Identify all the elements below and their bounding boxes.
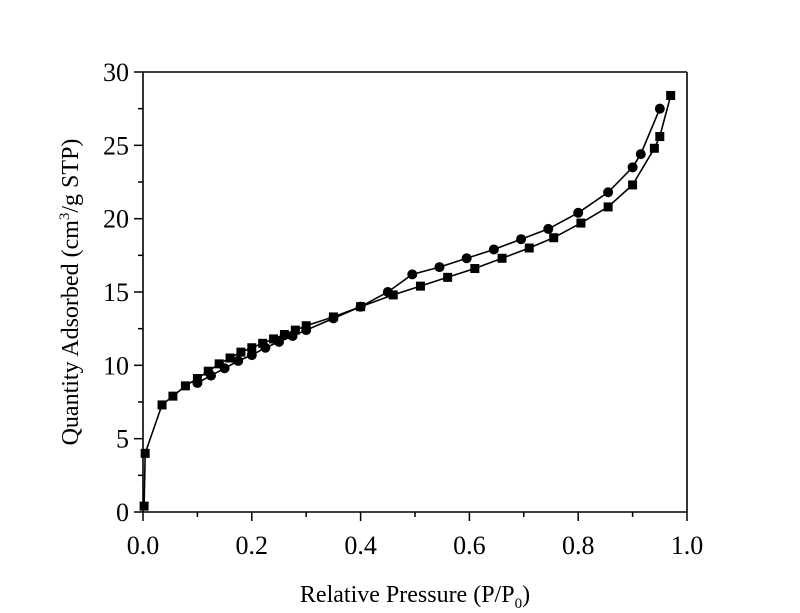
data-point-circle bbox=[573, 207, 584, 218]
data-point-circle bbox=[192, 377, 203, 388]
data-point-circle bbox=[274, 336, 284, 347]
data-point-square bbox=[576, 218, 586, 228]
y-tick-label: 30 bbox=[103, 58, 129, 87]
data-point-square bbox=[290, 325, 300, 335]
axis-ticks bbox=[134, 71, 688, 521]
data-point-circle bbox=[233, 355, 244, 366]
data-point-square bbox=[628, 180, 638, 190]
data-point-circle bbox=[627, 162, 638, 173]
x-tick-label: 0.0 bbox=[127, 531, 160, 560]
data-point-square bbox=[225, 353, 235, 363]
axis-tick-labels: 0.0 0.2 0.4 0.6 0.8 1.0 0 5 10 15 20 25 30 bbox=[103, 58, 703, 560]
series-square-markers bbox=[139, 90, 676, 511]
data-point-square bbox=[180, 381, 190, 391]
data-point-square bbox=[269, 334, 279, 344]
x-tick-label: 0.6 bbox=[453, 531, 486, 560]
data-point-circle bbox=[301, 325, 312, 336]
data-point-circle bbox=[434, 262, 445, 273]
y-axis-label-superscript: 3 bbox=[57, 213, 73, 221]
y-axis-label: Quantity Adsorbed (cm3/g STP) bbox=[57, 139, 84, 446]
data-point-square bbox=[157, 400, 167, 410]
data-point-square bbox=[168, 391, 178, 401]
y-axis-label-main: Quantity Adsorbed (cm bbox=[58, 220, 84, 446]
data-point-circle bbox=[287, 331, 298, 341]
data-point-square bbox=[247, 343, 257, 353]
series-square-line bbox=[143, 95, 672, 507]
data-point-square bbox=[655, 132, 665, 142]
data-point-square bbox=[258, 338, 268, 348]
data-point-square bbox=[470, 264, 480, 274]
data-point-square bbox=[549, 233, 559, 243]
data-point-circle bbox=[603, 187, 614, 198]
data-point-circle bbox=[461, 253, 472, 264]
data-point-circle bbox=[246, 350, 257, 361]
x-tick-label: 0.8 bbox=[562, 531, 595, 560]
y-tick-label: 25 bbox=[103, 131, 129, 160]
data-point-square bbox=[279, 330, 289, 340]
y-tick-label: 5 bbox=[116, 425, 129, 454]
data-point-circle bbox=[654, 103, 665, 114]
x-tick-label: 0.4 bbox=[344, 531, 377, 560]
data-point-circle bbox=[328, 313, 339, 324]
data-point-square bbox=[603, 202, 613, 212]
data-point-circle bbox=[206, 370, 216, 381]
y-tick-label: 10 bbox=[103, 351, 129, 380]
data-point-square bbox=[524, 243, 534, 253]
data-point-square bbox=[649, 143, 659, 153]
data-point-circle bbox=[543, 223, 554, 234]
y-tick-label: 15 bbox=[103, 278, 129, 307]
data-point-circle bbox=[260, 342, 271, 353]
data-point-square bbox=[139, 501, 149, 511]
data-point-square bbox=[443, 272, 453, 282]
x-tick-label: 0.2 bbox=[236, 531, 269, 560]
x-axis-label-close: ) bbox=[522, 582, 530, 608]
y-tick-label: 0 bbox=[116, 498, 129, 527]
data-point-square bbox=[388, 290, 398, 300]
series-layer bbox=[139, 90, 676, 511]
data-point-square bbox=[666, 90, 676, 100]
data-point-square bbox=[214, 359, 224, 369]
y-axis-label-rest: /g STP) bbox=[58, 139, 84, 213]
data-point-circle bbox=[382, 287, 393, 297]
data-point-square bbox=[236, 347, 246, 357]
x-tick-label: 1.0 bbox=[671, 531, 704, 560]
data-point-circle bbox=[355, 301, 366, 312]
data-point-circle bbox=[407, 269, 418, 280]
data-point-circle bbox=[488, 244, 499, 255]
data-point-square bbox=[497, 253, 507, 263]
data-point-square bbox=[140, 448, 150, 458]
x-axis-label: Relative Pressure (P/P0) bbox=[300, 582, 530, 612]
data-point-square bbox=[415, 281, 425, 291]
data-point-circle bbox=[219, 363, 230, 374]
x-axis-label-main: Relative Pressure (P/P bbox=[300, 582, 515, 608]
data-point-circle bbox=[635, 149, 646, 160]
x-axis-label-subscript: 0 bbox=[515, 596, 523, 612]
series-circle-markers bbox=[192, 103, 665, 388]
plot-frame bbox=[142, 71, 688, 513]
data-point-circle bbox=[516, 234, 527, 245]
data-point-square bbox=[203, 366, 213, 376]
y-tick-label: 20 bbox=[103, 205, 129, 234]
